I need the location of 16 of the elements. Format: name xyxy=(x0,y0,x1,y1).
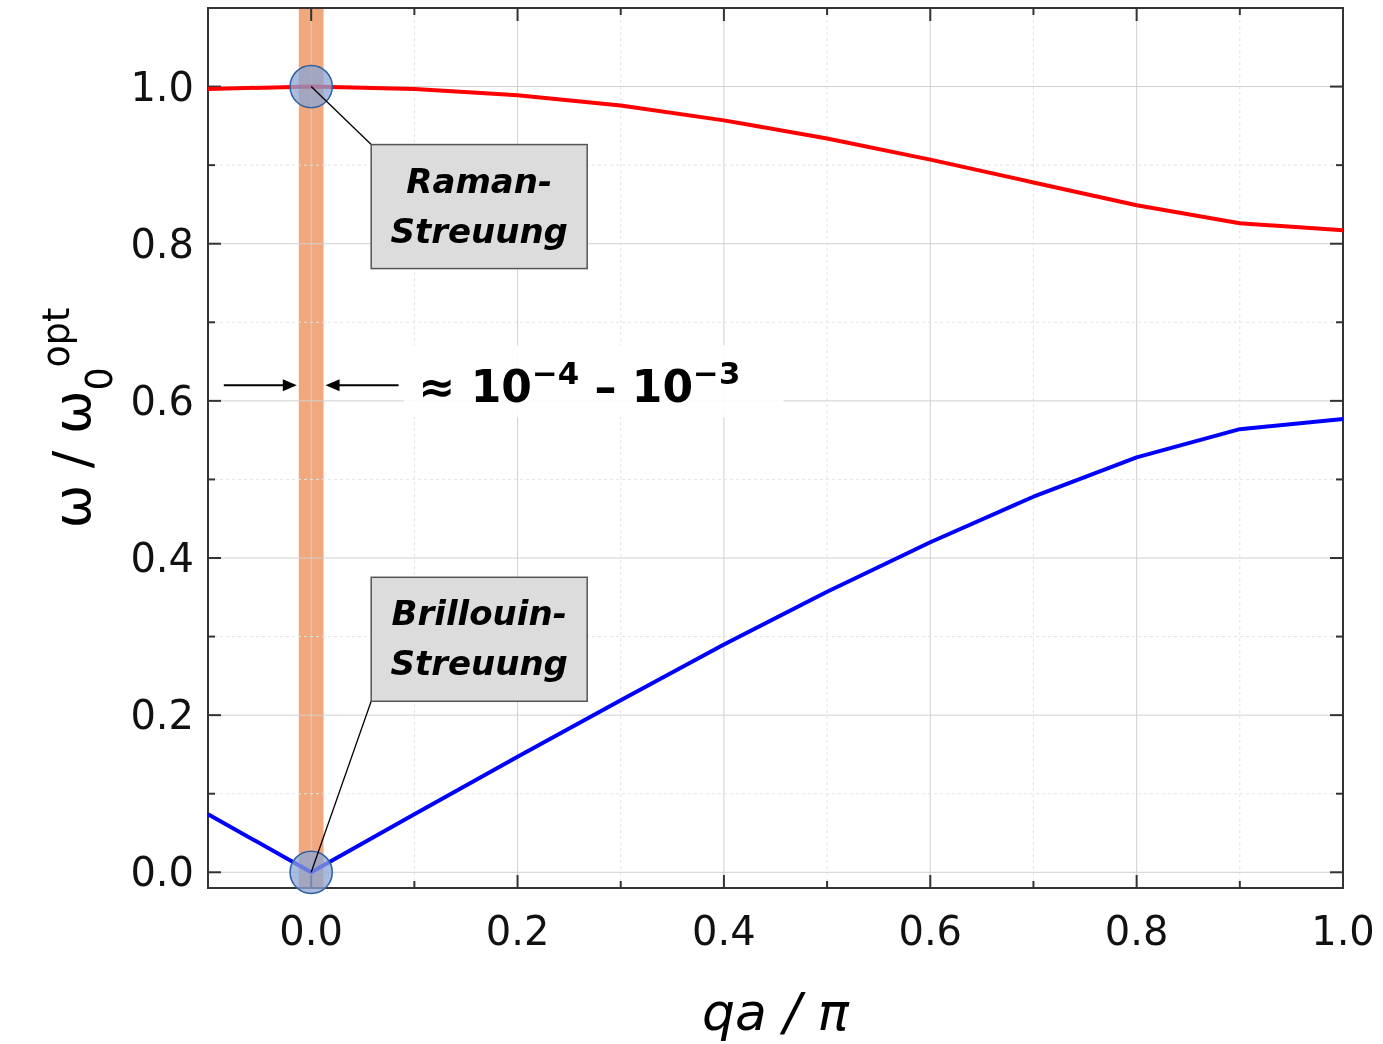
annotation: Brillouin-Streuung xyxy=(390,593,568,684)
y-tick-label: 0.4 xyxy=(130,535,194,581)
y-tick-label: 0.6 xyxy=(130,377,194,424)
x-axis-title: qa / π xyxy=(702,982,850,1042)
x-tick-label: 0.0 xyxy=(279,908,343,954)
x-tick-label: 0.8 xyxy=(1104,908,1169,954)
x-tick-label: 1.0 xyxy=(1311,908,1375,954)
annotation: Raman-Streuung xyxy=(390,160,568,251)
y-tick-label: 0.0 xyxy=(130,849,194,896)
x-tick-label: 0.2 xyxy=(485,908,550,954)
y-tick-label: 0.2 xyxy=(130,692,194,739)
x-tick-label: 0.6 xyxy=(898,908,963,954)
x-tick-label: 0.4 xyxy=(692,908,756,954)
y-tick-label: 0.8 xyxy=(130,220,194,267)
band-label: ≈ 10$^{−4}$ – 10$^{−3}$ xyxy=(418,355,741,413)
y-tick-label: 1.0 xyxy=(130,63,194,110)
